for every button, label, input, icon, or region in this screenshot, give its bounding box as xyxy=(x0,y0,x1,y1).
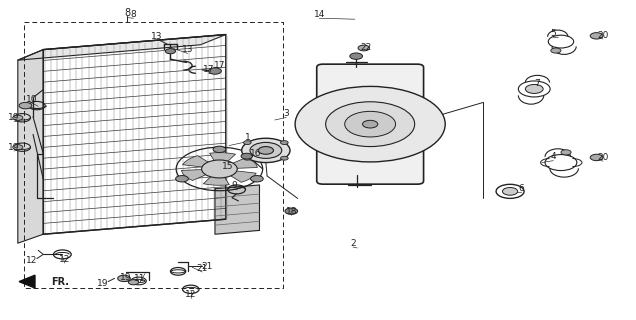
Circle shape xyxy=(551,48,561,53)
Polygon shape xyxy=(232,157,258,168)
Circle shape xyxy=(590,33,603,39)
Polygon shape xyxy=(209,153,235,162)
Circle shape xyxy=(590,154,603,161)
Polygon shape xyxy=(204,176,230,185)
Circle shape xyxy=(295,86,445,162)
Circle shape xyxy=(202,160,237,178)
Text: 20: 20 xyxy=(597,153,609,162)
Circle shape xyxy=(258,147,273,154)
Circle shape xyxy=(280,156,288,160)
Circle shape xyxy=(280,141,288,145)
Text: 18: 18 xyxy=(286,207,297,216)
Text: 11: 11 xyxy=(134,274,146,283)
Text: 12: 12 xyxy=(185,290,197,299)
FancyBboxPatch shape xyxy=(317,64,424,184)
Circle shape xyxy=(326,102,415,147)
Text: 2: 2 xyxy=(350,239,356,248)
Text: 12: 12 xyxy=(26,256,38,265)
Text: 7: 7 xyxy=(534,79,541,88)
Text: 19: 19 xyxy=(120,273,132,282)
Circle shape xyxy=(176,176,188,182)
Text: 20: 20 xyxy=(597,31,609,40)
Text: 10: 10 xyxy=(26,95,38,104)
Text: 4: 4 xyxy=(551,152,556,161)
Text: 17: 17 xyxy=(203,65,214,74)
Circle shape xyxy=(213,146,226,153)
Text: 6: 6 xyxy=(518,184,525,193)
Text: 16: 16 xyxy=(250,149,261,158)
Circle shape xyxy=(128,280,139,285)
Text: 21: 21 xyxy=(202,262,213,271)
Circle shape xyxy=(244,141,251,145)
Circle shape xyxy=(525,84,543,93)
Circle shape xyxy=(561,150,571,155)
Polygon shape xyxy=(18,35,226,60)
Polygon shape xyxy=(181,170,207,180)
Text: 22: 22 xyxy=(360,43,371,52)
Text: 1: 1 xyxy=(245,133,251,142)
Text: 19: 19 xyxy=(8,113,20,122)
Circle shape xyxy=(19,102,32,109)
Text: 3: 3 xyxy=(283,109,289,118)
Circle shape xyxy=(242,138,290,163)
Text: 21: 21 xyxy=(197,264,208,273)
Circle shape xyxy=(358,45,370,51)
Text: 17: 17 xyxy=(214,61,226,70)
Polygon shape xyxy=(183,156,209,167)
Circle shape xyxy=(251,176,263,182)
Circle shape xyxy=(502,188,518,195)
Circle shape xyxy=(285,208,298,214)
Circle shape xyxy=(363,120,378,128)
Circle shape xyxy=(165,49,176,54)
Text: 19: 19 xyxy=(8,143,20,152)
Circle shape xyxy=(118,275,130,282)
Text: 9: 9 xyxy=(231,181,237,190)
Circle shape xyxy=(241,153,252,159)
Circle shape xyxy=(345,111,396,137)
Text: 13: 13 xyxy=(151,32,162,41)
Polygon shape xyxy=(18,50,43,243)
Polygon shape xyxy=(215,185,259,234)
Polygon shape xyxy=(230,171,256,182)
Text: 13: 13 xyxy=(182,45,193,54)
Circle shape xyxy=(350,53,363,59)
Circle shape xyxy=(250,142,282,158)
Text: FR.: FR. xyxy=(51,276,69,287)
Text: 19: 19 xyxy=(97,279,109,288)
Text: 8: 8 xyxy=(130,10,137,19)
Circle shape xyxy=(13,115,23,120)
Text: 14: 14 xyxy=(314,10,325,19)
Text: 8: 8 xyxy=(124,8,130,19)
Text: 15: 15 xyxy=(222,162,233,171)
Circle shape xyxy=(244,156,251,160)
Text: 5: 5 xyxy=(550,29,556,38)
Polygon shape xyxy=(19,275,35,288)
Circle shape xyxy=(13,145,23,150)
Circle shape xyxy=(209,68,221,74)
Text: 12: 12 xyxy=(59,255,71,264)
